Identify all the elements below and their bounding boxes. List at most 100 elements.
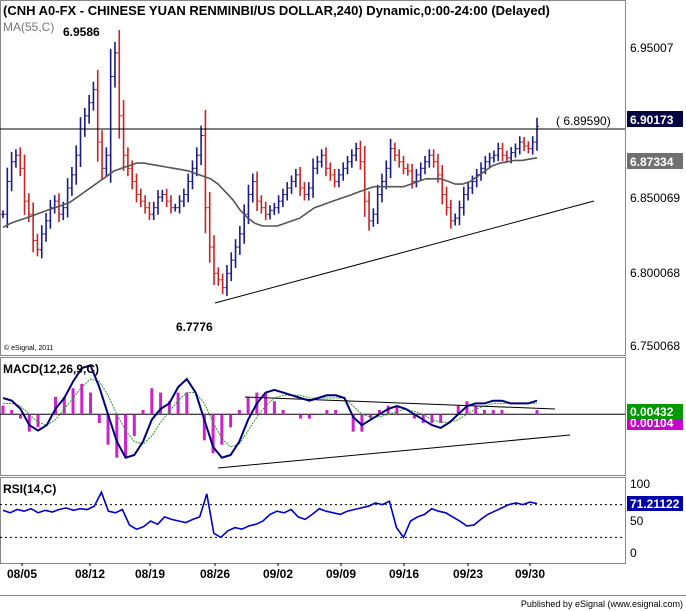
x-tick-label: 08/05 [7, 567, 37, 581]
price-bar [9, 151, 14, 192]
price-bar [336, 168, 341, 188]
price-bar [31, 202, 36, 253]
price-bar [401, 155, 406, 175]
x-tick-label: 09/30 [515, 567, 545, 581]
price-bar [233, 239, 238, 269]
price-bar [181, 188, 186, 208]
price-bar [375, 184, 380, 225]
price-bar [431, 149, 436, 168]
price-bar [143, 195, 148, 214]
high-label: 6.9586 [63, 25, 100, 39]
price-bar [289, 175, 294, 194]
macd-line [2, 364, 538, 459]
price-bar [121, 100, 126, 171]
price-bar [522, 136, 527, 152]
price-bar [457, 200, 462, 226]
price-bar [212, 235, 217, 286]
price-bar [341, 162, 346, 181]
signal-badge: 0.00104 [630, 416, 674, 430]
price-bar [147, 201, 152, 221]
price-bar [65, 178, 70, 218]
price-lines-layer [2, 157, 538, 229]
price-bar [87, 94, 92, 124]
price-bar [423, 155, 428, 175]
price-bar [117, 30, 122, 139]
macd-badge-bg [627, 404, 683, 419]
price-bar [513, 143, 518, 158]
x-tick-label: 09/02 [263, 567, 293, 581]
price-bar [272, 202, 277, 216]
macd-badge: 0.00432 [630, 405, 674, 419]
price-bar [444, 186, 449, 216]
price-bar [302, 182, 307, 201]
price-bar [293, 168, 298, 188]
price-bar [160, 189, 165, 202]
price-tick: 6.800068 [630, 266, 680, 280]
chart-title: (CNH A0-FX - CHINESE YUAN RENMINBI/US DO… [3, 3, 550, 18]
price-bar [177, 195, 182, 214]
x-tick-label: 09/16 [389, 567, 419, 581]
price-bar [379, 173, 384, 203]
price-bar [371, 208, 376, 227]
price-tick: 6.750068 [630, 339, 680, 353]
price-bar [427, 149, 432, 168]
price-bar [237, 226, 242, 255]
price-bar [306, 182, 311, 201]
macd-panel [0, 357, 626, 476]
price-bar [104, 147, 109, 177]
price-bar [349, 149, 354, 168]
price-bar [328, 162, 333, 181]
price-bar [470, 175, 475, 194]
price-bar [323, 147, 328, 177]
price-bar [500, 142, 505, 162]
price-bar [367, 191, 372, 231]
resistance-label: ( 6.89590) [556, 114, 611, 128]
ma-badge: 6.87334 [630, 155, 674, 169]
price-tick: 6.850069 [630, 191, 680, 205]
price-bar [151, 201, 156, 221]
price-bar [138, 188, 143, 208]
price-bar [311, 158, 316, 198]
rsi-line [2, 490, 538, 540]
price-tick: 6.95007 [630, 41, 674, 55]
support-trendline [214, 200, 595, 304]
price-bar [526, 141, 531, 154]
price-bar [5, 167, 10, 229]
price-bar [255, 171, 260, 211]
rsi-badge-bg [627, 496, 683, 511]
price-bar [345, 155, 350, 175]
x-tick-label: 08/19 [135, 567, 165, 581]
price-bar [224, 265, 229, 296]
macd-lower-trendline [217, 434, 571, 469]
price-bar [276, 195, 281, 214]
rsi-tick: 50 [630, 514, 644, 528]
ma-legend: MA(55,C) [3, 20, 54, 34]
price-bar [190, 160, 195, 190]
signal-badge-bg [627, 416, 683, 430]
footer-credit: Published by eSignal (www.esignal.com) [521, 599, 683, 609]
price-bar [134, 173, 139, 203]
price-bar [315, 155, 320, 175]
price-bar [56, 193, 61, 223]
last-price-badge-bg [627, 111, 683, 127]
price-bar [220, 273, 225, 295]
x-axis-layer: 08/05 08/12 08/19 08/26 09/02 09/09 09/16 09/23… [7, 563, 545, 581]
price-bar [44, 212, 49, 242]
price-bar [354, 142, 359, 162]
price-bar [125, 147, 130, 177]
price-bar [112, 41, 117, 88]
price-bar [418, 162, 423, 181]
x-tick-label: 08/12 [75, 567, 105, 581]
price-bar [173, 203, 178, 212]
price-bar [435, 153, 440, 183]
price-bar [207, 191, 212, 263]
price-bar [535, 117, 539, 151]
price-bar [319, 149, 324, 168]
copyright-label: © eSignal, 2011 [4, 344, 54, 352]
price-bar [440, 165, 445, 205]
price-bar [388, 138, 393, 179]
price-bar [100, 130, 105, 181]
rsi-layer [0, 490, 625, 540]
price-bar [384, 160, 389, 190]
price-bar [91, 81, 96, 111]
